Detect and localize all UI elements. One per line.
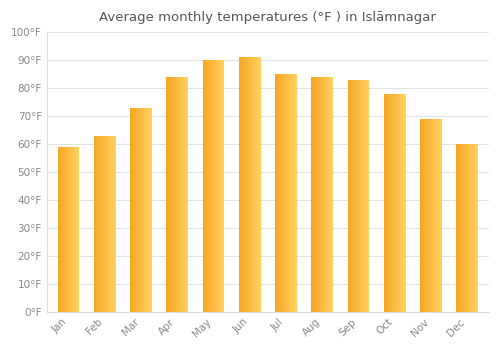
Title: Average monthly temperatures (°F ) in Islāmnagar: Average monthly temperatures (°F ) in Is…	[100, 11, 436, 24]
